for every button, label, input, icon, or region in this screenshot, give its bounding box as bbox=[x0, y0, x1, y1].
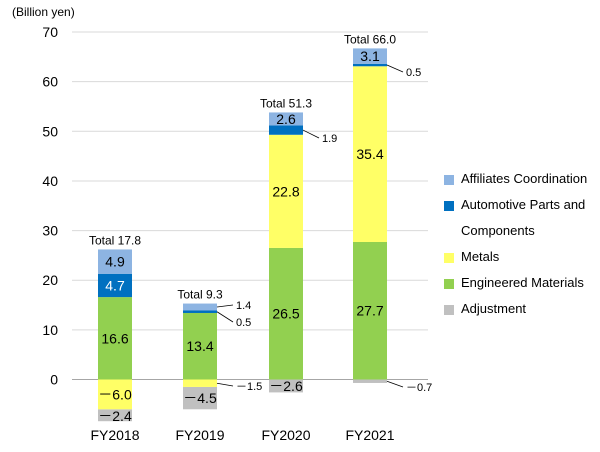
legend-swatch bbox=[444, 279, 454, 289]
total-label: Total 66.0 bbox=[344, 32, 396, 46]
leader-line bbox=[386, 380, 404, 388]
legend-swatch bbox=[444, 175, 454, 185]
bar-adjustment-fy2020 bbox=[269, 379, 303, 393]
bar-affiliates-coordination-fy2020 bbox=[269, 112, 303, 126]
legend-label: Metals bbox=[461, 249, 500, 264]
bar-affiliates-coordination-fy2018 bbox=[98, 249, 132, 274]
legend-item-engineered-materials: Engineered Materials bbox=[444, 270, 600, 296]
bar-metals-fy2020 bbox=[269, 134, 303, 248]
legend-item-adjustment: Adjustment bbox=[444, 296, 600, 322]
data-label-engineered-materials: 16.6 bbox=[101, 330, 128, 346]
bar-adjustment-fy2019 bbox=[183, 386, 217, 410]
legend-label: Engineered Materials bbox=[461, 275, 584, 290]
data-label-automotive-parts-and-components: 0.5 bbox=[406, 67, 421, 79]
y-axis-label: (Billion yen) bbox=[12, 5, 75, 19]
data-label-affiliates-coordination: 2.6 bbox=[276, 111, 296, 127]
data-label-adjustment: －0.7 bbox=[406, 382, 432, 394]
data-label-adjustment: －2.6 bbox=[269, 378, 303, 394]
bar-affiliates-coordination-fy2019 bbox=[183, 303, 217, 311]
y-tick-label: 40 bbox=[42, 173, 58, 189]
total-label: Total 51.3 bbox=[260, 96, 312, 110]
y-tick-labels: 0 10 20 30 40 50 60 70 bbox=[42, 24, 58, 387]
bar-metals-fy2018 bbox=[98, 379, 132, 410]
data-label-engineered-materials: 27.7 bbox=[356, 303, 383, 319]
bar-adjustment-fy2018 bbox=[98, 409, 132, 422]
data-label-metals: 22.8 bbox=[272, 183, 299, 199]
bar-automotive-parts-and-components-fy2018 bbox=[98, 273, 132, 298]
legend-label: Adjustment bbox=[461, 301, 527, 316]
data-label-metals: －1.5 bbox=[236, 381, 262, 393]
legend: Affiliates Coordination Automotive Parts… bbox=[444, 166, 600, 322]
legend-item-metals: Metals bbox=[444, 244, 600, 270]
bar-adjustment-fy2021 bbox=[353, 379, 387, 383]
y-tick-label: 60 bbox=[42, 74, 58, 90]
total-label: Total 9.3 bbox=[177, 288, 223, 302]
x-tick-label: FY2020 bbox=[261, 427, 310, 443]
data-label-automotive-parts-and-components: 0.5 bbox=[236, 317, 251, 329]
legend-swatch bbox=[444, 253, 454, 263]
x-tick-label: FY2018 bbox=[90, 427, 139, 443]
legend-swatch bbox=[444, 201, 454, 211]
bar-automotive-parts-and-components-fy2019 bbox=[183, 310, 217, 313]
x-tick-label: FY2021 bbox=[345, 427, 394, 443]
leader-line bbox=[216, 304, 234, 308]
data-label-engineered-materials: 13.4 bbox=[186, 338, 213, 354]
bar-engineered-materials-fy2020 bbox=[269, 247, 303, 380]
data-label-automotive-parts-and-components: 1.9 bbox=[322, 133, 337, 145]
legend-item-affiliates-coordination: Affiliates Coordination bbox=[444, 166, 600, 192]
bar-automotive-parts-and-components-fy2021 bbox=[353, 63, 387, 67]
y-tick-label: 70 bbox=[42, 24, 58, 40]
legend-item-automotive-parts: Automotive Parts and Components bbox=[444, 192, 600, 244]
bar-automotive-parts-and-components-fy2020 bbox=[269, 125, 303, 135]
legend-label: Automotive Parts and Components bbox=[461, 197, 586, 238]
bar-affiliates-coordination-fy2021 bbox=[353, 48, 387, 64]
data-label-affiliates-coordination: 1.4 bbox=[236, 300, 251, 312]
bar-engineered-materials-fy2018 bbox=[98, 297, 132, 380]
data-labels: 16.6 －6.0 4.7 4.9 －2.4 Total 17.8 13.4 －4.5 1.4 0… bbox=[89, 32, 432, 424]
data-label-engineered-materials: 26.5 bbox=[272, 306, 299, 322]
data-label-affiliates-coordination: 4.9 bbox=[105, 254, 125, 270]
y-tick-label: 20 bbox=[42, 272, 58, 288]
data-label-adjustment: －2.4 bbox=[98, 408, 132, 424]
data-label-adjustment: －4.5 bbox=[183, 390, 217, 406]
y-tick-label: 30 bbox=[42, 223, 58, 239]
y-tick-label: 50 bbox=[42, 123, 58, 139]
bar-metals-fy2021 bbox=[353, 66, 387, 242]
data-label-metals: －6.0 bbox=[98, 386, 132, 402]
data-label-affiliates-coordination: 3.1 bbox=[360, 48, 380, 64]
y-tick-label: 0 bbox=[50, 372, 58, 388]
bar-engineered-materials-fy2019 bbox=[183, 312, 217, 380]
bar-engineered-materials-fy2021 bbox=[353, 241, 387, 380]
leader-line bbox=[216, 382, 234, 387]
bars bbox=[98, 48, 387, 422]
leader-line bbox=[216, 311, 234, 323]
x-tick-label: FY2019 bbox=[175, 427, 224, 443]
legend-label: Affiliates Coordination bbox=[461, 171, 588, 186]
legend-swatch bbox=[444, 305, 454, 315]
y-tick-label: 10 bbox=[42, 322, 58, 338]
bar-metals-fy2019 bbox=[183, 379, 217, 387]
data-label-automotive-parts-and-components: 4.7 bbox=[105, 277, 125, 293]
x-tick-labels: FY2018 FY2019 FY2020 FY2021 bbox=[90, 427, 394, 443]
data-label-metals: 35.4 bbox=[356, 146, 383, 162]
total-label: Total 17.8 bbox=[89, 233, 141, 247]
leader-line bbox=[302, 129, 320, 139]
leader-line bbox=[386, 64, 404, 73]
